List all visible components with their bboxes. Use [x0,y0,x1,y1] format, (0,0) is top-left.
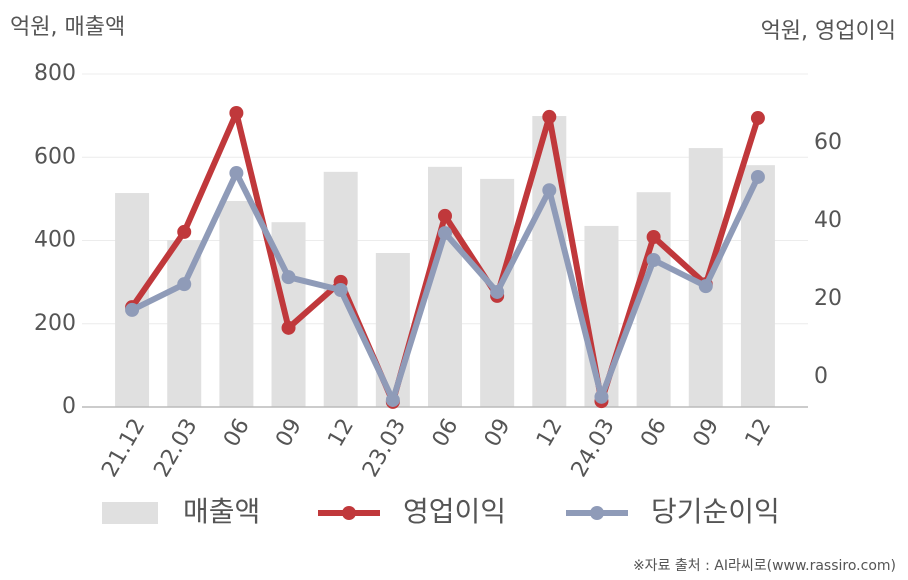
y2-tick-label: 40 [814,208,842,233]
y2-tick-label: 0 [814,364,828,389]
legend-swatch [590,506,604,520]
y2-tick-label: 60 [814,130,842,155]
y2-axis-title: 억원, 영업이익 [761,19,896,44]
point [125,302,140,317]
x-tick-label: 06 [428,415,464,452]
x-tick-label: 06 [636,415,672,452]
bar [428,166,462,407]
x-tick-label: 06 [219,415,255,452]
y-axis-title: 억원, 매출액 [10,15,125,40]
point [177,224,192,239]
point [333,283,348,298]
point [438,226,452,241]
source: ※자료 출처 : AI라씨로(www.rassiro.com) [633,558,896,574]
y-tick-label: 800 [34,61,76,86]
x-tick-label: 12 [323,415,359,452]
point [490,284,505,299]
x-tick-label: 23.03 [358,415,411,482]
point [594,389,609,404]
point [438,208,452,223]
legend-swatch [342,506,356,520]
bar [219,200,254,407]
point [229,166,244,181]
x-tick-label: 24.03 [567,415,620,482]
point [281,270,296,285]
bar [167,240,202,407]
bar [584,225,619,407]
point [750,169,765,184]
y-tick-label: 400 [34,228,76,253]
legend-label: 매출액 [183,495,260,528]
legend-label: 영업이익 [403,495,506,528]
legend-label: 당기순이익 [651,495,780,528]
bar [375,252,410,407]
point [698,279,713,294]
x-tick-label: 22.03 [149,415,202,482]
x-tick-label: 09 [480,414,516,451]
x-tick-label: 09 [689,415,725,452]
point [646,229,661,244]
point [281,320,296,335]
y-tick-label: 0 [62,394,76,419]
point [229,105,244,120]
point [542,109,557,124]
legend-swatch [102,502,158,524]
point [385,392,400,407]
point [177,277,192,292]
point [750,111,765,126]
x-tick-label: 09 [271,415,307,452]
y-tick-label: 200 [34,311,76,336]
x-tick-label: 21.12 [97,415,150,482]
point [646,252,661,267]
x-tick-label: 12 [741,415,777,452]
point [542,183,557,198]
y-tick-label: 600 [34,144,76,169]
x-tick-label: 12 [532,415,568,452]
bar [636,192,671,407]
bar [115,193,150,407]
y2-tick-label: 20 [814,286,842,311]
